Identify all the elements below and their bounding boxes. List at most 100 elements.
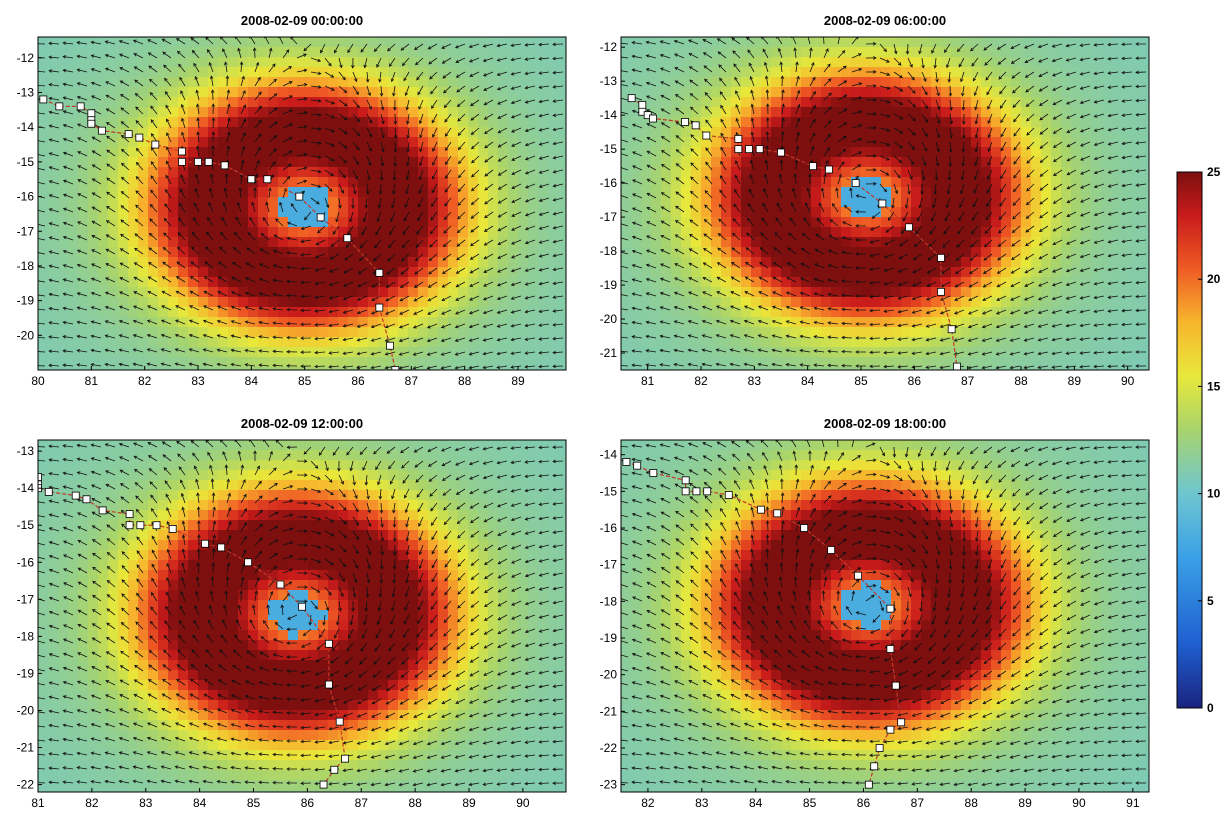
field-cell (358, 187, 369, 198)
wind-vector-head (524, 156, 529, 161)
field-cell (781, 37, 792, 48)
field-cell (468, 47, 479, 58)
wind-vector-head (48, 166, 53, 170)
wind-vector (371, 337, 382, 342)
field-cell (508, 277, 519, 288)
field-cell (831, 147, 842, 158)
field-cell (488, 137, 499, 148)
field-cell (681, 207, 692, 218)
field-cell (651, 207, 662, 218)
field-cell (178, 217, 189, 228)
wind-vector-head (300, 266, 304, 271)
field-cell (1141, 257, 1149, 268)
wind-vector-head (330, 243, 335, 247)
field-cell (1071, 117, 1082, 128)
wind-vector (282, 81, 293, 87)
field-cell (861, 237, 872, 248)
field-cell (38, 87, 49, 98)
wind-vector (136, 148, 144, 157)
wind-vector-head (331, 129, 336, 133)
field-cell (1051, 147, 1062, 158)
wind-vector-head (48, 264, 53, 268)
wind-vector (149, 92, 158, 101)
field-cell (1061, 217, 1072, 228)
field-cell (68, 347, 79, 358)
wind-vector-head (484, 159, 489, 163)
wind-vector-head (330, 157, 335, 162)
wind-vector (133, 40, 144, 45)
wind-vector-head (257, 146, 261, 151)
field-cell (901, 107, 912, 118)
wind-vector-head (90, 348, 95, 353)
field-cell (108, 227, 119, 238)
wind-vector (553, 183, 564, 187)
field-cell (248, 167, 259, 178)
wind-vector (442, 71, 452, 79)
field-cell (1091, 257, 1102, 268)
field-cell (358, 117, 369, 128)
field-cell (418, 177, 429, 188)
field-cell (268, 127, 279, 138)
wind-vector-head (303, 53, 307, 57)
wind-vector (315, 295, 326, 298)
wind-vector (331, 239, 340, 247)
wind-vector (457, 197, 466, 206)
field-cell (298, 257, 309, 268)
field-cell (921, 97, 932, 108)
wind-vector (147, 305, 158, 311)
field-cell (851, 197, 862, 208)
field-cell (108, 207, 119, 218)
wind-vector-head (210, 89, 215, 93)
field-cell (741, 187, 752, 198)
wind-vector (401, 253, 410, 262)
wind-vector-head (456, 243, 461, 247)
field-cell (518, 77, 529, 88)
field-cell (538, 67, 549, 78)
field-cell (498, 277, 509, 288)
field-cell (118, 247, 129, 258)
wind-vector-head (404, 92, 409, 97)
field-cell (731, 207, 742, 218)
field-cell (308, 287, 319, 298)
field-cell (408, 127, 419, 138)
wind-vector-head (90, 334, 95, 339)
field-cell (1081, 77, 1092, 88)
wind-vector-head (343, 270, 348, 274)
wind-vector (345, 239, 354, 248)
wind-vector-head (272, 161, 276, 166)
field-cell (781, 217, 792, 228)
field-cell (328, 107, 339, 118)
wind-vector (324, 113, 335, 118)
field-cell (428, 317, 439, 328)
field-cell (88, 167, 99, 178)
wind-vector-head (286, 293, 290, 298)
field-cell (1041, 87, 1052, 98)
field-cell (1051, 97, 1062, 108)
wind-vector-head (314, 254, 319, 259)
field-cell (548, 277, 559, 288)
field-cell (338, 367, 349, 370)
field-cell (821, 37, 832, 48)
field-cell (268, 337, 279, 348)
field-cell (1071, 177, 1082, 188)
wind-vector (498, 211, 508, 218)
field-cell (448, 297, 459, 308)
wind-vector-head (417, 203, 422, 208)
wind-vector (469, 351, 480, 355)
field-cell (1061, 127, 1072, 138)
field-cell (1081, 47, 1092, 58)
wind-vector-head (440, 366, 445, 370)
wind-vector-head (381, 148, 385, 153)
field-cell (308, 227, 319, 238)
field-cell (348, 267, 359, 278)
field-cell (128, 47, 139, 58)
wind-vector (310, 113, 321, 116)
wind-vector (165, 105, 172, 115)
field-cell (931, 87, 942, 98)
field-cell (258, 87, 269, 98)
wind-vector-head (48, 278, 53, 283)
wind-vector (63, 180, 74, 185)
field-cell (941, 257, 952, 268)
field-cell (198, 57, 209, 68)
field-cell (721, 267, 732, 278)
